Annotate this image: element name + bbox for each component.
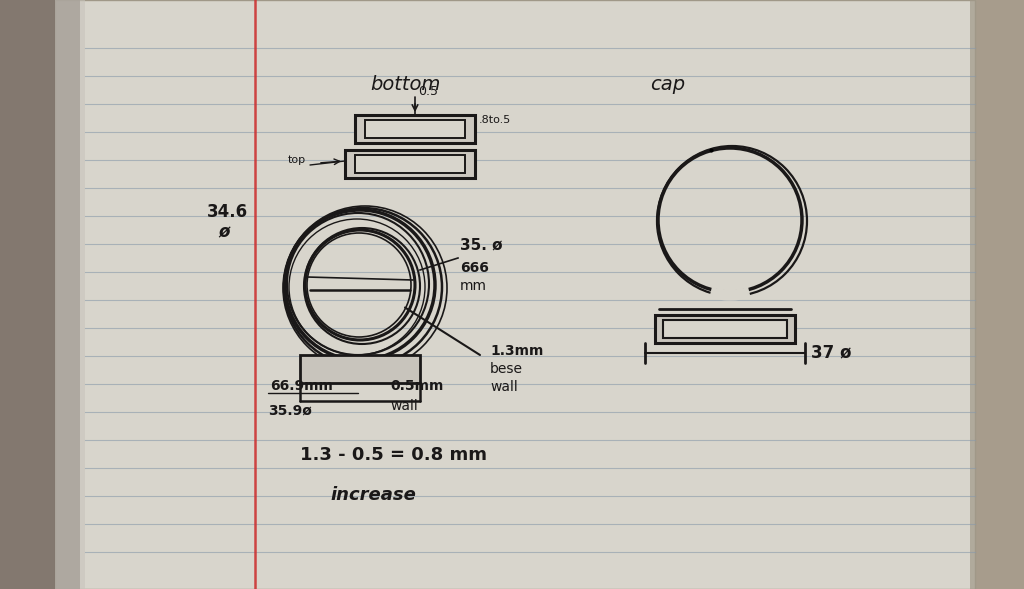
Bar bbox=[970, 0, 1024, 589]
Text: 35. ø: 35. ø bbox=[460, 238, 503, 253]
Text: 1.3mm: 1.3mm bbox=[490, 344, 544, 358]
Bar bbox=[300, 355, 420, 383]
Text: top: top bbox=[288, 155, 306, 165]
Bar bbox=[55, 0, 85, 589]
Text: wall: wall bbox=[490, 380, 518, 394]
Bar bbox=[355, 115, 475, 143]
Bar bbox=[663, 320, 787, 338]
Text: .8to.5: .8to.5 bbox=[479, 115, 511, 125]
Text: mm: mm bbox=[460, 279, 487, 293]
Text: 1.3 - 0.5 = 0.8 mm: 1.3 - 0.5 = 0.8 mm bbox=[300, 446, 487, 464]
Text: 0.5: 0.5 bbox=[418, 85, 438, 98]
Text: 37 ø: 37 ø bbox=[811, 343, 852, 361]
Bar bbox=[345, 150, 475, 178]
Text: 34.6: 34.6 bbox=[207, 203, 248, 221]
Text: 0.5mm: 0.5mm bbox=[390, 379, 443, 393]
Text: cap: cap bbox=[650, 75, 685, 94]
Text: 66.9mm: 66.9mm bbox=[270, 379, 333, 393]
Bar bbox=[55, 0, 975, 589]
Bar bbox=[365, 120, 465, 138]
Text: bottom: bottom bbox=[370, 75, 440, 94]
Text: 666: 666 bbox=[460, 261, 488, 275]
Text: increase: increase bbox=[330, 486, 416, 504]
Text: bese: bese bbox=[490, 362, 523, 376]
Text: ø: ø bbox=[218, 223, 229, 241]
Text: 35.9ø: 35.9ø bbox=[268, 404, 312, 418]
Bar bbox=[355, 155, 465, 173]
Text: wall: wall bbox=[390, 399, 418, 413]
Bar bbox=[655, 315, 795, 343]
Bar bbox=[0, 0, 80, 589]
